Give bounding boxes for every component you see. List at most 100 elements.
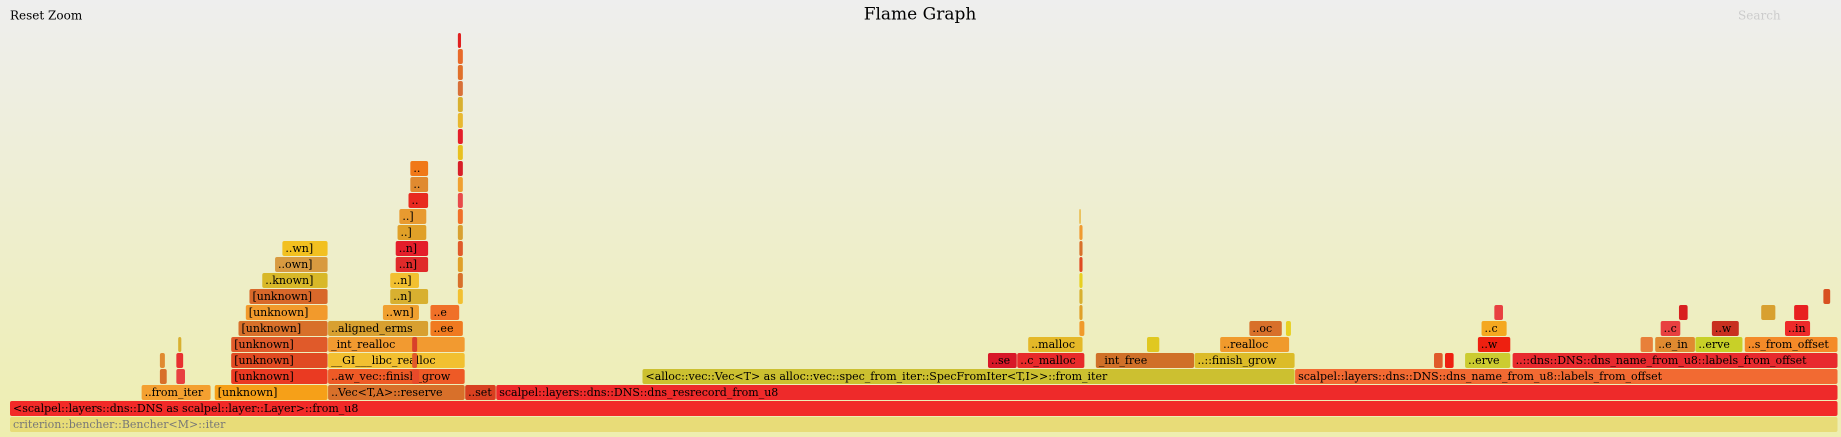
frame[interactable]: ..malloc [1028, 337, 1083, 352]
frame[interactable] [1434, 353, 1443, 368]
frame[interactable] [1494, 305, 1503, 320]
frame[interactable]: ..from_iter [141, 385, 211, 400]
frame[interactable]: ..se [987, 353, 1017, 368]
frame[interactable]: ..aligned_erms [328, 321, 429, 336]
frame[interactable] [412, 369, 419, 384]
frame[interactable]: scalpel::layers::dns::DNS::dns_name_from… [1295, 369, 1838, 384]
frame[interactable] [457, 241, 463, 256]
frame[interactable] [457, 225, 463, 240]
frame[interactable] [457, 81, 463, 96]
frame-rect [430, 321, 463, 336]
frame[interactable] [457, 273, 463, 288]
frame[interactable]: ..e_in [1655, 337, 1695, 352]
frame[interactable]: <scalpel::layers::dns::DNS as scalpel::l… [10, 401, 1838, 416]
frame[interactable] [457, 177, 463, 192]
frame[interactable]: ..w [1711, 321, 1739, 336]
frame[interactable]: _int_free [1095, 353, 1195, 368]
frame[interactable]: ..] [397, 225, 427, 240]
frame[interactable]: .. [410, 161, 429, 176]
frame[interactable] [1147, 337, 1160, 352]
frame[interactable]: [unknown] [231, 353, 328, 368]
frame[interactable]: scalpel::layers::dns::DNS::dns_resrecord… [496, 385, 1838, 400]
frame[interactable] [1794, 305, 1809, 320]
frame[interactable]: __GI___libc_realloc [328, 353, 465, 368]
frame[interactable]: [unknown] [231, 337, 328, 352]
frame[interactable]: ..n] [390, 273, 419, 288]
frame[interactable]: ..c [1481, 321, 1507, 336]
frame[interactable]: ..in [1784, 321, 1811, 336]
frame[interactable] [176, 353, 184, 368]
frame[interactable] [457, 193, 463, 208]
frame[interactable]: ..known] [262, 273, 328, 288]
frame[interactable] [1079, 273, 1083, 288]
frame[interactable]: _int_realloc [328, 337, 465, 352]
frame[interactable] [1640, 337, 1653, 352]
frame[interactable] [1079, 209, 1081, 224]
frame[interactable]: ..set [465, 385, 496, 400]
frame-rect [412, 353, 418, 368]
frame[interactable] [1079, 225, 1083, 240]
frame[interactable]: ..oc [1249, 321, 1282, 336]
frame[interactable] [457, 49, 463, 64]
frame[interactable]: [unknown] [245, 305, 328, 320]
frame[interactable]: ..wn] [382, 305, 419, 320]
frame[interactable] [457, 129, 463, 144]
frame[interactable]: criterion::bencher::Bencher<M>::iter [10, 417, 1838, 432]
frame[interactable]: ..w [1477, 337, 1511, 352]
frame[interactable]: .. [408, 193, 429, 208]
frame[interactable] [1444, 353, 1454, 368]
frame[interactable] [1079, 257, 1083, 272]
frame[interactable] [457, 65, 463, 80]
frame[interactable]: ..n] [390, 289, 429, 304]
frame[interactable]: ..::finish_grow [1194, 353, 1295, 368]
frame[interactable]: ..::dns::DNS::dns_name_from_u8::labels_f… [1512, 353, 1838, 368]
frame[interactable] [159, 353, 165, 368]
frame[interactable] [457, 33, 462, 48]
frame[interactable] [1079, 289, 1083, 304]
frame[interactable]: [unknown] [214, 385, 328, 400]
frame[interactable]: ..aw_vec::finish_grow [328, 369, 465, 384]
frame[interactable] [457, 113, 463, 128]
frame-rect [457, 289, 463, 304]
frame[interactable] [1678, 305, 1688, 320]
frame[interactable]: ..c [1660, 321, 1681, 336]
frame[interactable]: ..n] [395, 241, 429, 256]
reset-zoom[interactable]: Reset Zoom [10, 9, 83, 23]
frame[interactable] [1823, 289, 1831, 304]
frame[interactable]: ..wn] [282, 241, 328, 256]
frame[interactable]: ..own] [275, 257, 328, 272]
frame[interactable]: ..ee [430, 321, 463, 336]
frame[interactable]: ..e [430, 305, 460, 320]
frame[interactable]: [unknown] [238, 321, 328, 336]
frame-rect [262, 273, 328, 288]
frame[interactable]: ..erve [1465, 353, 1511, 368]
search[interactable]: Search [1738, 9, 1781, 23]
frame[interactable] [412, 337, 418, 352]
frame[interactable] [1079, 241, 1083, 256]
frame[interactable] [1761, 305, 1776, 320]
frame[interactable]: ..erve [1695, 337, 1743, 352]
frame[interactable]: [unknown] [249, 289, 328, 304]
frame[interactable] [412, 353, 418, 368]
frame[interactable] [457, 209, 463, 224]
frame[interactable] [457, 161, 463, 176]
frame[interactable] [159, 369, 167, 384]
frame[interactable] [457, 289, 463, 304]
frame[interactable]: [unknown] [231, 369, 328, 384]
frame[interactable]: <alloc::vec::Vec<T> as alloc::vec::spec_… [642, 369, 1295, 384]
frame[interactable] [1285, 321, 1291, 336]
frame[interactable] [457, 145, 463, 160]
frame[interactable] [176, 369, 185, 384]
frame[interactable] [1079, 305, 1083, 320]
frame[interactable]: ..n] [395, 257, 429, 272]
frame[interactable]: .. [410, 177, 429, 192]
frame[interactable]: ..c_malloc [1017, 353, 1085, 368]
frame[interactable]: ..] [399, 209, 427, 224]
frame[interactable]: ..s_from_offset [1744, 337, 1838, 352]
frame[interactable] [457, 97, 463, 112]
frame[interactable]: ..Vec<T,A>::reserve [328, 385, 465, 400]
frame[interactable]: ..realloc [1220, 337, 1290, 352]
frame[interactable] [178, 337, 182, 352]
frame[interactable] [457, 257, 463, 272]
frame[interactable] [1079, 321, 1085, 336]
